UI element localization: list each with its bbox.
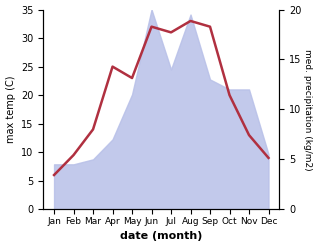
Y-axis label: med. precipitation (kg/m2): med. precipitation (kg/m2) [303, 49, 313, 170]
Y-axis label: max temp (C): max temp (C) [5, 76, 16, 143]
X-axis label: date (month): date (month) [120, 231, 203, 242]
